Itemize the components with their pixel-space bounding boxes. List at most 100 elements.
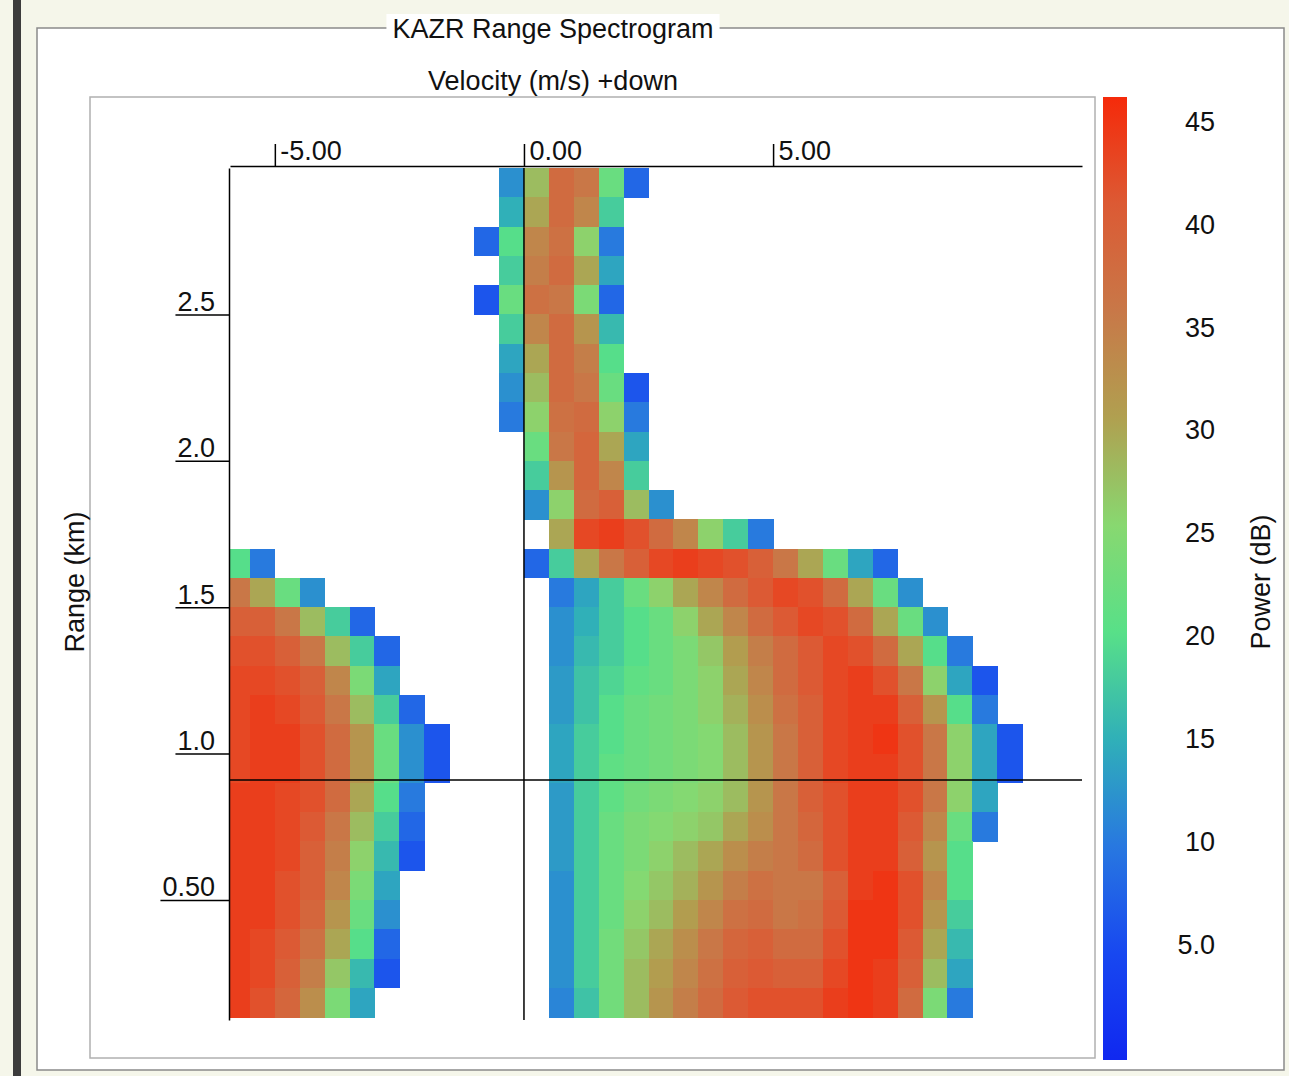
spectrum-cell	[947, 988, 973, 1018]
spectrum-cell	[673, 841, 699, 871]
spectrum-cell	[574, 285, 600, 315]
spectrum-cell	[624, 607, 650, 637]
spectrum-cell	[275, 871, 301, 901]
spectrum-cell	[898, 578, 924, 608]
spectrum-cell	[947, 900, 973, 930]
chart-title: KAZR Range Spectrogram	[392, 14, 713, 44]
y-tick-label: 0.50	[162, 872, 215, 902]
spectrum-cell	[798, 607, 824, 637]
spectrum-cell	[325, 812, 351, 842]
spectrum-cell	[549, 929, 575, 959]
spectrum-cell	[374, 929, 400, 959]
spectrum-cell	[230, 754, 251, 784]
spectrum-cell	[350, 841, 376, 871]
spectrum-cell	[549, 402, 575, 432]
spectrum-cell	[275, 812, 301, 842]
spectrum-cell	[748, 929, 774, 959]
spectrum-cell	[350, 636, 376, 666]
colorbar-tick-label: 35	[1185, 313, 1215, 343]
spectrum-cell	[250, 607, 276, 637]
spectrum-cell	[325, 988, 351, 1018]
spectrum-cell	[848, 724, 874, 754]
spectrum-cell	[947, 929, 973, 959]
spectrum-cell	[873, 959, 899, 989]
spectrum-cell	[374, 783, 400, 813]
spectrum-cell	[898, 900, 924, 930]
spectrum-cell	[325, 841, 351, 871]
colorbar-axis: 5.01015202530354045	[1177, 107, 1215, 960]
spectrum-cell	[773, 695, 799, 725]
spectrum-cell	[698, 519, 724, 549]
spectrum-cell	[399, 783, 425, 813]
spectrum-cell	[947, 754, 973, 784]
spectrum-cell	[275, 929, 301, 959]
spectrum-cell	[898, 636, 924, 666]
spectrum-cell	[773, 871, 799, 901]
colorbar-tick-label: 45	[1185, 107, 1215, 137]
spectrum-cell	[300, 812, 326, 842]
spectrum-cell	[947, 783, 973, 813]
spectrum-cell	[673, 607, 699, 637]
spectrum-cell	[649, 959, 675, 989]
spectrum-cell	[997, 754, 1023, 784]
spectrum-cell	[549, 724, 575, 754]
spectrum-cell	[848, 959, 874, 989]
spectrum-cell	[673, 519, 699, 549]
spectrum-cell	[524, 549, 550, 579]
spectrum-cell	[649, 871, 675, 901]
spectrum-cell	[947, 841, 973, 871]
spectrum-cell	[898, 695, 924, 725]
spectrum-cell	[748, 578, 774, 608]
spectrum-cell	[599, 959, 625, 989]
spectrum-cell	[230, 695, 251, 725]
spectrum-cell	[549, 841, 575, 871]
spectrum-cell	[823, 841, 849, 871]
spectrum-cell	[748, 754, 774, 784]
spectrum-cell	[823, 900, 849, 930]
spectrum-cell	[230, 607, 251, 637]
spectrum-cell	[599, 197, 625, 227]
spectrum-cell	[300, 607, 326, 637]
spectrum-cell	[798, 636, 824, 666]
spectrum-cell	[374, 959, 400, 989]
spectrum-cell	[798, 988, 824, 1018]
spectrum-cell	[723, 666, 749, 696]
spectrum-cell	[325, 724, 351, 754]
spectrum-cell	[723, 519, 749, 549]
spectrum-cell	[374, 636, 400, 666]
spectrum-cell	[350, 988, 376, 1018]
spectrum-cell	[275, 959, 301, 989]
spectrum-cell	[848, 841, 874, 871]
y-tick: 1.5	[175, 580, 229, 610]
y-tick: 1.0	[175, 726, 229, 756]
spectrum-cell	[250, 578, 276, 608]
spectrum-cell	[947, 695, 973, 725]
colorbar-tick: 25	[1185, 518, 1215, 548]
spectrum-cell	[325, 783, 351, 813]
spectrum-cell	[624, 724, 650, 754]
spectrum-cell	[873, 607, 899, 637]
spectrum-cell	[230, 636, 251, 666]
spectrum-cell	[549, 754, 575, 784]
spectrum-cell	[599, 432, 625, 462]
spectrum-cell	[499, 168, 525, 198]
colorbar-title: Power (dB)	[1246, 514, 1276, 649]
spectrum-cell	[947, 812, 973, 842]
spectrum-cell	[823, 929, 849, 959]
spectrum-cell	[524, 461, 550, 491]
spectrum-cell	[230, 871, 251, 901]
spectrum-cell	[698, 666, 724, 696]
spectrum-cell	[549, 578, 575, 608]
spectrum-cell	[230, 666, 251, 696]
spectrum-cell	[599, 724, 625, 754]
spectrum-cell	[823, 695, 849, 725]
spectrum-cell	[649, 490, 675, 520]
spectrum-cell	[748, 871, 774, 901]
colorbar-tick: 40	[1185, 210, 1215, 240]
x-axis-title: Velocity (m/s) +down	[428, 66, 678, 96]
spectrum-cell	[873, 783, 899, 813]
spectrum-cell	[624, 900, 650, 930]
spectrum-cell	[549, 285, 575, 315]
x-tick: -5.00	[275, 136, 342, 166]
spectrum-cell	[873, 871, 899, 901]
